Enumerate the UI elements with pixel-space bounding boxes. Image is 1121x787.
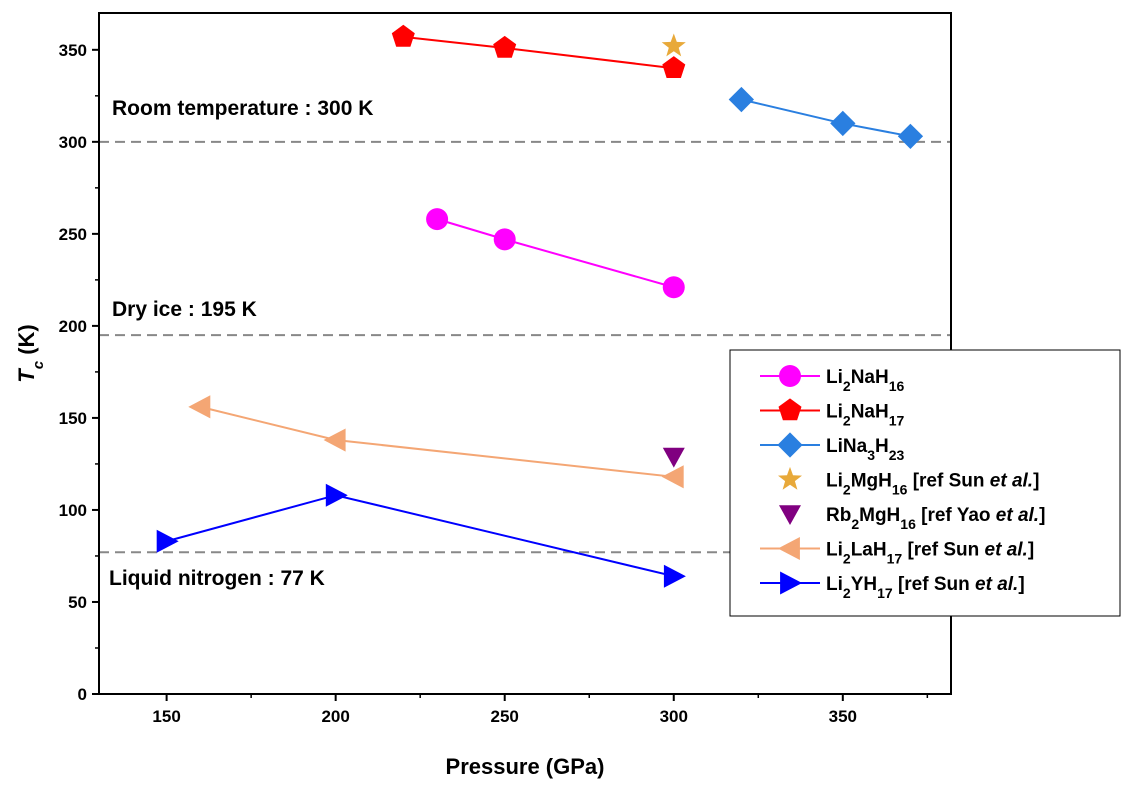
data-point <box>777 537 800 560</box>
data-point <box>663 564 686 588</box>
x-tick-label: 150 <box>152 707 180 726</box>
legend-label: Li2LaH17 [ref Sun et al.] <box>826 540 1034 567</box>
legend-entry: Rb2MgH16 [ref Yao et al.] <box>779 505 1045 532</box>
legend-label: Li2MgH16 [ref Sun et al.] <box>826 471 1039 498</box>
y-tick-label: 150 <box>59 409 87 428</box>
data-point <box>156 529 179 553</box>
data-point <box>778 466 802 490</box>
data-point <box>662 447 685 468</box>
data-point <box>780 571 803 595</box>
legend-entry: Li2NaH16 <box>760 365 904 394</box>
x-tick-label: 350 <box>829 707 857 726</box>
data-point <box>323 428 346 452</box>
y-tick-label: 200 <box>59 317 87 336</box>
series <box>391 24 686 78</box>
series-line <box>403 35 674 70</box>
y-axis-title: Tc (K) <box>14 324 47 382</box>
legend-entry: LiNa3H23 <box>760 432 905 463</box>
legend-entry: Li2MgH16 [ref Sun et al.] <box>778 466 1039 498</box>
data-point <box>426 208 449 231</box>
y-tick-label: 50 <box>68 593 87 612</box>
series <box>188 395 684 489</box>
series-line <box>436 218 675 289</box>
series-line <box>741 98 911 138</box>
y-tick-label: 0 <box>78 685 87 704</box>
legend-entry: Li2YH17 [ref Sun et al.] <box>760 571 1025 601</box>
y-tick-label: 350 <box>59 41 87 60</box>
data-point <box>897 123 924 149</box>
data-point <box>777 432 803 458</box>
data-point <box>188 395 211 419</box>
reference-line-label: Dry ice : 195 K <box>112 298 257 321</box>
legend-entry: Li2NaH17 <box>760 398 904 429</box>
series <box>728 86 924 149</box>
data-point <box>778 398 802 421</box>
data-point <box>661 33 686 57</box>
legend-label: LiNa3H23 <box>826 436 905 463</box>
x-tick-label: 300 <box>660 707 688 726</box>
data-point <box>779 365 801 387</box>
reference-line-label: Room temperature : 300 K <box>112 97 373 120</box>
series <box>662 447 685 468</box>
series-line <box>200 405 674 478</box>
data-point <box>662 276 685 299</box>
legend-entry: Li2LaH17 [ref Sun et al.] <box>760 537 1034 567</box>
legend-label: Li2YH17 [ref Sun et al.] <box>826 574 1025 601</box>
reference-line-label: Liquid nitrogen : 77 K <box>109 567 325 590</box>
y-tick-label: 250 <box>59 225 87 244</box>
y-tick-label: 300 <box>59 133 87 152</box>
y-tick-label: 100 <box>59 501 87 520</box>
series <box>426 208 685 299</box>
data-point <box>779 505 801 525</box>
x-tick-label: 200 <box>321 707 349 726</box>
series <box>661 33 686 57</box>
data-point <box>493 35 517 58</box>
legend-label: Li2NaH17 <box>826 402 904 429</box>
legend-label: Rb2MgH16 [ref Yao et al.] <box>826 505 1045 532</box>
series-line <box>166 494 674 578</box>
x-axis-title: Pressure (GPa) <box>446 754 605 779</box>
data-point <box>830 110 856 137</box>
data-point <box>662 56 686 78</box>
data-point <box>728 86 754 113</box>
data-point <box>391 24 415 47</box>
x-tick-label: 250 <box>491 707 519 726</box>
series <box>156 483 686 588</box>
data-point <box>325 483 348 507</box>
legend-label: Li2NaH16 <box>826 367 904 394</box>
data-point <box>661 465 684 489</box>
data-point <box>493 228 516 251</box>
